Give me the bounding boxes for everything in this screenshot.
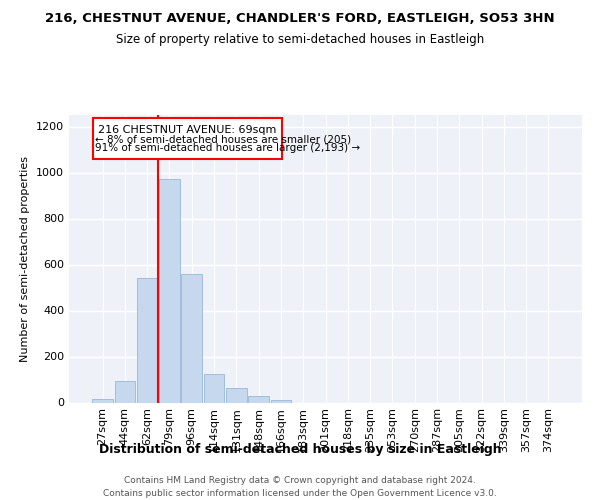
Bar xyxy=(181,274,202,402)
Bar xyxy=(204,374,224,402)
Bar xyxy=(115,380,135,402)
Text: 216, CHESTNUT AVENUE, CHANDLER'S FORD, EASTLEIGH, SO53 3HN: 216, CHESTNUT AVENUE, CHANDLER'S FORD, E… xyxy=(45,12,555,26)
Bar xyxy=(226,388,247,402)
FancyBboxPatch shape xyxy=(92,118,282,158)
Text: Contains public sector information licensed under the Open Government Licence v3: Contains public sector information licen… xyxy=(103,489,497,498)
Bar xyxy=(159,180,180,402)
Text: Size of property relative to semi-detached houses in Eastleigh: Size of property relative to semi-detach… xyxy=(116,32,484,46)
Text: Distribution of semi-detached houses by size in Eastleigh: Distribution of semi-detached houses by … xyxy=(98,442,502,456)
Bar xyxy=(92,399,113,402)
Text: 216 CHESTNUT AVENUE: 69sqm: 216 CHESTNUT AVENUE: 69sqm xyxy=(98,126,277,136)
Text: 91% of semi-detached houses are larger (2,193) →: 91% of semi-detached houses are larger (… xyxy=(95,142,360,152)
Y-axis label: Number of semi-detached properties: Number of semi-detached properties xyxy=(20,156,31,362)
Text: Contains HM Land Registry data © Crown copyright and database right 2024.: Contains HM Land Registry data © Crown c… xyxy=(124,476,476,485)
Bar xyxy=(271,400,291,402)
Bar xyxy=(137,278,157,402)
Text: ← 8% of semi-detached houses are smaller (205): ← 8% of semi-detached houses are smaller… xyxy=(95,134,351,144)
Bar xyxy=(248,396,269,402)
